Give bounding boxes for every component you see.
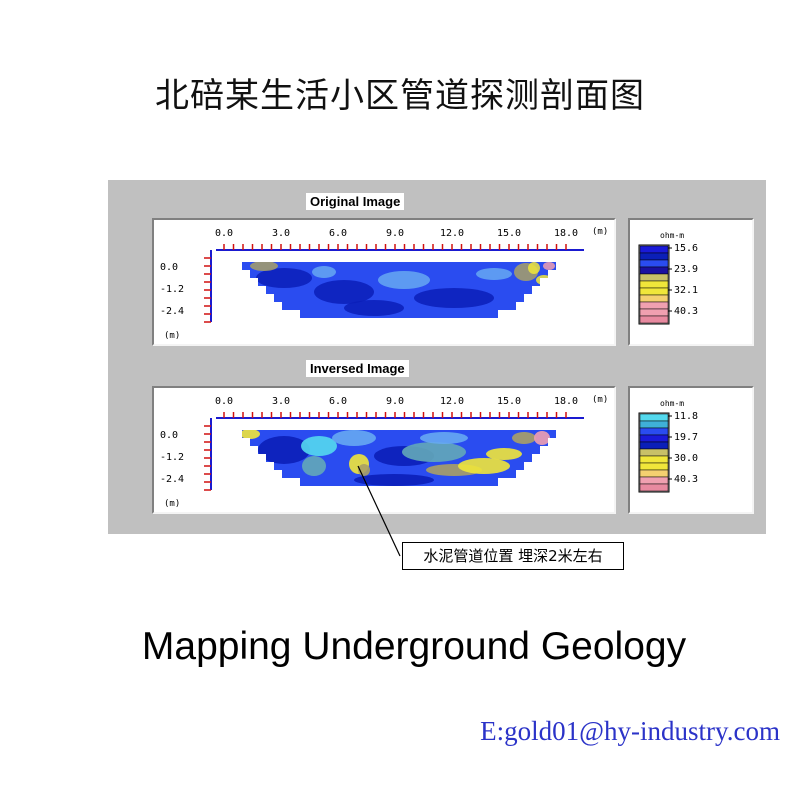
legend-value: 30.0 [674,453,698,464]
legend-frame [638,412,670,493]
x-tick-label: 15.0 [497,396,521,407]
x-tick-label: 6.0 [329,228,347,239]
resistivity-blob [312,266,336,278]
y-tick-label: 0.0 [160,430,178,441]
legend-swatch [639,315,669,324]
section-2-legend-box: ohm-m 11.8 19.7 30.0 40.3 [628,386,754,514]
x-tick-label: 12.0 [440,228,464,239]
resistivity-blob [420,432,468,444]
resistivity-blob [486,448,522,460]
resistivity-blob [314,280,374,304]
resistivity-blob [402,442,466,462]
x-tick-label: 15.0 [497,228,521,239]
x-axis-unit: (m) [592,227,608,237]
main-heading: Mapping Underground Geology [141,625,687,668]
x-tick-label: 3.0 [272,228,290,239]
resistivity-blob [256,268,312,288]
resistivity-blob [242,430,260,439]
resistivity-blob [528,262,540,274]
resistivity-blob [354,474,434,486]
survey-panel: Original Image 0.0 3.0 6.0 9.0 12.0 15.0 18.0 (… [108,180,766,534]
resistivity-section [242,430,556,486]
x-axis-unit: (m) [592,395,608,405]
section-2-profile-box: 0.0 3.0 6.0 9.0 12.0 15.0 18.0 (m) 0.0 -1.2 -2.4 (m… [152,386,616,514]
legend-value: 15.6 [674,243,698,254]
legend-unit: ohm-m [660,231,684,240]
resistivity-blob [332,430,376,446]
x-tick-label: 9.0 [386,396,404,407]
resistivity-blob [250,262,278,271]
section-1-legend: ohm-m 15.6 23.9 32.1 40.3 [638,231,698,325]
y-tick-label: -1.2 [160,284,184,295]
leader-line [357,465,401,557]
resistivity-blob [344,300,404,316]
x-tick-label: 3.0 [272,396,290,407]
resistivity-blob [458,458,510,474]
resistivity-blob [476,268,512,280]
legend-value: 40.3 [674,474,698,485]
section-1-legend-box: ohm-m 15.6 23.9 32.1 40.3 [628,218,754,346]
section-1-subtitle: Original Image [306,193,405,210]
resistivity-blob [378,271,430,289]
y-axis-unit: (m) [164,331,180,341]
resistivity-blob [512,432,536,444]
x-tick-label: 0.0 [215,396,233,407]
section-1-profile-plot: 0.0 3.0 6.0 9.0 12.0 15.0 18.0 (m) 0.0 -1.2 -2.4 (m… [160,227,608,341]
y-tick-label: 0.0 [160,262,178,273]
resistivity-blob [543,262,555,270]
section-2-profile-plot: 0.0 3.0 6.0 9.0 12.0 15.0 18.0 (m) 0.0 -1.2 -2.4 (m… [160,395,608,509]
y-tick-label: -2.4 [160,306,184,317]
x-tick-label: 6.0 [329,396,347,407]
resistivity-section [242,262,556,318]
x-tick-label: 18.0 [554,396,578,407]
x-tick-label: 12.0 [440,396,464,407]
y-tick-label: -2.4 [160,474,184,485]
legend-value: 11.8 [674,411,698,422]
legend-value: 32.1 [674,285,698,296]
legend-swatch [639,483,669,492]
page-title: 北碚某生活小区管道探测剖面图 [155,76,645,116]
legend-unit: ohm-m [660,399,684,408]
y-tick-label: -1.2 [160,452,184,463]
resistivity-blob [301,436,337,456]
resistivity-blob [302,456,326,476]
legend-value: 23.9 [674,264,698,275]
section-2-subtitle: Inversed Image [306,360,409,377]
resistivity-blob [258,436,310,464]
resistivity-blob [534,431,550,445]
x-tick-label: 0.0 [215,228,233,239]
legend-value: 19.7 [674,432,698,443]
pipe-annotation-label: 水泥管道位置 埋深2米左右 [402,542,624,570]
y-axis-unit: (m) [164,499,180,509]
section-1-profile-box: 0.0 3.0 6.0 9.0 12.0 15.0 18.0 (m) 0.0 -1.2 -2.4 (m… [152,218,616,346]
contact-email: E:gold01@hy-industry.com [480,716,780,746]
legend-value: 40.3 [674,306,698,317]
x-tick-label: 18.0 [554,228,578,239]
legend-frame [638,244,670,325]
x-tick-label: 9.0 [386,228,404,239]
section-2-legend: ohm-m 11.8 19.7 30.0 40.3 [638,399,698,493]
resistivity-blob [414,288,494,308]
